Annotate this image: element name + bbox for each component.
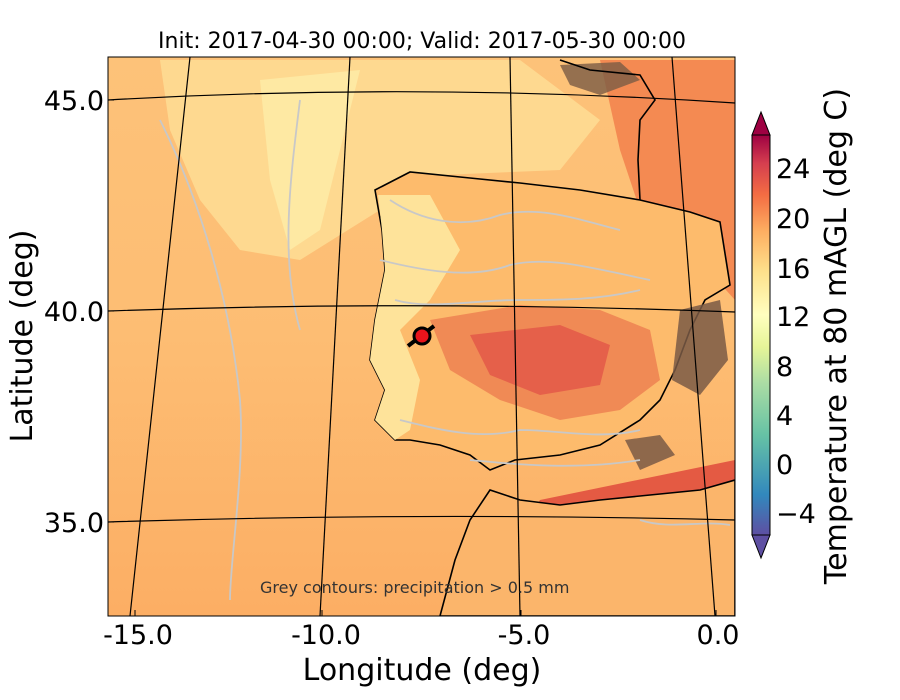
y-tick-label: 40.0 [44, 297, 104, 328]
x-tick-label: 0.0 [697, 620, 740, 651]
colorbar-tick-label: 12 [776, 302, 810, 333]
graticule [108, 57, 735, 616]
colorbar: 24 20 16 12 8 4 0 −4 Temperature at 80 m… [751, 88, 854, 585]
colorbar-top-extension [751, 110, 771, 136]
map-frame [107, 56, 736, 617]
colorbar-bottom-extension [751, 534, 771, 560]
terrain-patch-alps [560, 62, 640, 95]
colorbar-tick-label: 24 [776, 154, 810, 185]
map-panel[interactable]: Grey contours: precipitation > 0.5 mm [108, 57, 735, 616]
y-axis: 45.0 40.0 35.0 Latitude (deg) [5, 86, 114, 539]
x-tick-label: -10.0 [291, 620, 361, 651]
western-cool-land [370, 195, 460, 440]
y-axis-label: Latitude (deg) [5, 230, 40, 443]
precipitation-contours [159, 99, 731, 601]
colorbar-label: Temperature at 80 mAGL (deg C) [819, 88, 854, 585]
north-africa-land [439, 479, 735, 616]
x-tick-label: -15.0 [103, 620, 173, 651]
france-coast [559, 59, 656, 201]
x-axis-label: Longitude (deg) [303, 653, 542, 688]
x-axis: -15.0 -10.0 -5.0 0.0 Longitude (deg) [103, 610, 739, 688]
y-tick-label: 35.0 [44, 508, 104, 539]
y-tick-label: 45.0 [44, 86, 104, 117]
site-marker[interactable] [406, 324, 436, 348]
x-tick-label: -5.0 [498, 620, 551, 651]
terrain-patch-east [672, 300, 728, 395]
colorbar-strip [751, 134, 771, 536]
hot-interior-core [470, 325, 610, 395]
coolest-sea-region [260, 70, 360, 250]
colorbar-tick-label: −4 [776, 499, 816, 530]
colorbar-tick-label: 20 [776, 204, 810, 235]
colorbar-tick-label: 16 [776, 254, 810, 285]
colorbar-tick-label: 8 [776, 352, 793, 383]
map-title: Init: 2017-04-30 00:00; Valid: 2017-05-3… [158, 29, 686, 54]
colorbar-tick-label: 0 [776, 450, 793, 481]
precipitation-note: Grey contours: precipitation > 0.5 mm [260, 578, 569, 597]
colorbar-tick-label: 4 [776, 401, 793, 432]
